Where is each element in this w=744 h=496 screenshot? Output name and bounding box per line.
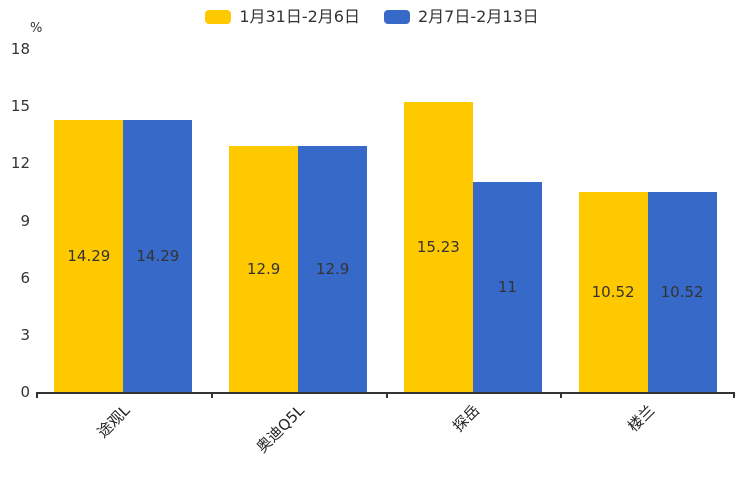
bar-series1-途观L: 14.29 [123, 119, 193, 392]
bar-value-label: 10.52 [660, 282, 704, 301]
y-tick-label: 12 [10, 154, 30, 173]
legend-item-series0[interactable]: 1月31日-2月6日 [205, 8, 360, 26]
bar-value-label: 10.52 [591, 282, 635, 301]
x-axis-tick [36, 392, 38, 398]
bar-series0-奥迪Q5L: 12.9 [229, 146, 299, 392]
y-tick-label: 9 [20, 211, 30, 230]
y-axis-unit-label: % [30, 21, 43, 36]
bar-value-label: 15.23 [416, 237, 460, 256]
bar-value-label: 14.29 [67, 246, 111, 265]
x-axis-tick [560, 392, 563, 398]
y-tick-label: 0 [20, 383, 30, 401]
x-axis-tick [733, 392, 735, 398]
y-tick-label: 3 [20, 325, 30, 344]
bar-series1-探岳: 11 [472, 182, 542, 392]
bar-series0-途观L: 14.29 [54, 119, 124, 392]
legend-swatch-icon [384, 10, 410, 24]
legend-swatch-icon [205, 10, 232, 24]
bar-series0-探岳: 15.23 [403, 101, 473, 392]
category-label: 奥迪Q5L [253, 401, 309, 457]
legend-item-series1[interactable]: 2月7日-2月13日 [384, 8, 539, 26]
y-tick-label: 15 [10, 97, 30, 116]
category-label: 途观L [93, 401, 134, 442]
category-label: 楼兰 [623, 401, 658, 436]
bar-value-label: 11 [497, 278, 517, 297]
bar-series1-奥迪Q5L: 12.9 [298, 146, 368, 392]
bar-series1-楼兰: 10.52 [647, 191, 717, 392]
bar-value-label: 12.9 [246, 260, 281, 279]
plot-area: 0 3 6 9 12 15 18 14.29 14.29 途观L 12.9 12.9 奥迪Q5L 15.2… [11, 40, 735, 456]
bar-series0-楼兰: 10.52 [578, 191, 648, 392]
bar-value-label: 14.29 [136, 246, 180, 265]
y-tick-label: 6 [20, 268, 30, 287]
x-axis-tick [385, 392, 388, 398]
legend-item-label: 2月7日-2月13日 [418, 7, 539, 26]
x-axis-tick [210, 392, 213, 398]
y-tick-label: 18 [10, 40, 30, 58]
chart-legend: 1月31日-2月6日 2月7日-2月13日 [0, 8, 744, 26]
legend-item-label: 1月31日-2月6日 [239, 7, 360, 26]
bar-value-label: 12.9 [315, 260, 350, 279]
category-label: 探岳 [449, 401, 484, 436]
